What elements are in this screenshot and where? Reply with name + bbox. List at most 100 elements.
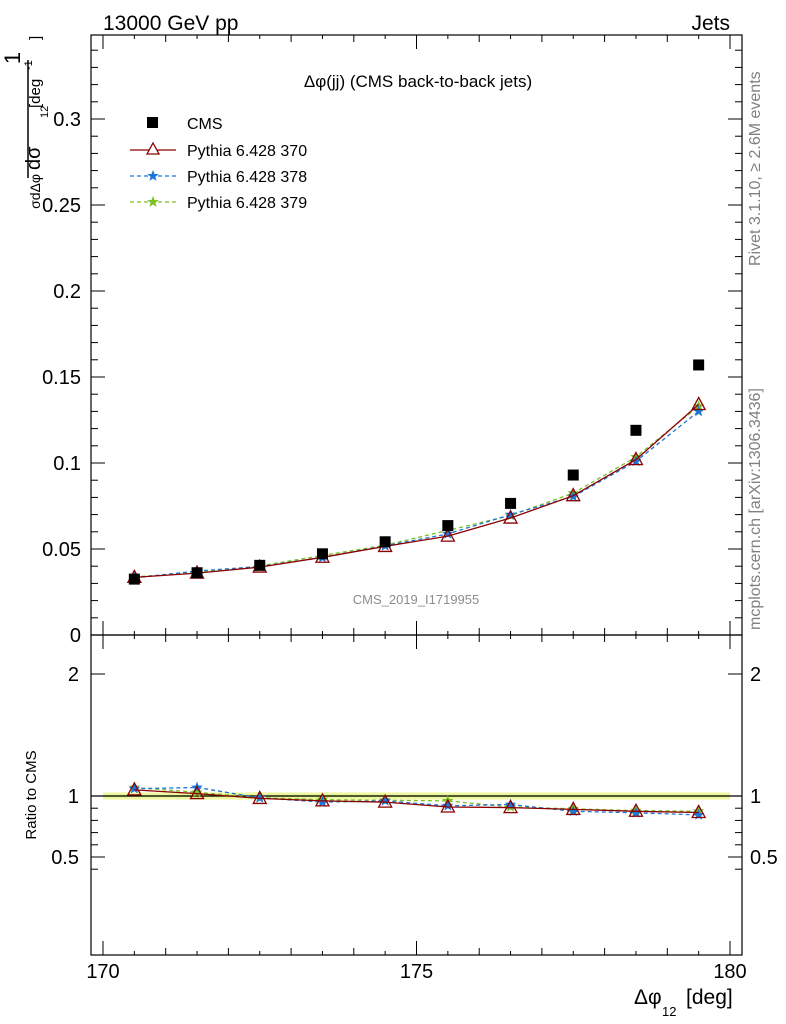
ratio-y-tick-label-right: 0.5: [750, 847, 778, 869]
legend-marker-370: [145, 141, 161, 155]
main-y-tick-label: 0.3: [53, 109, 81, 131]
ratio-y-tick-label-left: 1: [68, 786, 79, 808]
main-line-2: [134, 410, 700, 579]
main-axis-ticks: [91, 35, 742, 636]
ratio-point-2: [191, 786, 203, 798]
ratio-y-tick-label-right: 2: [750, 664, 761, 686]
main-point-1: [440, 527, 456, 542]
x-tick-label: 170: [86, 961, 119, 983]
ratio-point-0: [440, 798, 456, 813]
main-plot-title: Δφ(jj) (CMS back-to-back jets): [304, 72, 532, 91]
main-point-2: [630, 455, 642, 467]
main-point-0: [505, 497, 517, 509]
ratio-point-1: [128, 782, 141, 794]
ratio-y-axis-label: Ratio to CMS: [23, 750, 40, 839]
main-series-2: [128, 405, 705, 583]
main-point-1: [628, 451, 644, 466]
ratio-point-1: [442, 799, 454, 811]
ratio-point-0: [502, 799, 519, 814]
legend-marker-379: [147, 196, 159, 207]
analysis-watermark: CMS_2019_I1719955: [353, 592, 480, 607]
ratio-series-0: [126, 781, 707, 819]
main-y-tick-label: 0.05: [42, 539, 81, 561]
x-label-dphi: Δφ: [634, 986, 662, 1009]
y-label-unit: [deg: [27, 79, 44, 108]
legend-label-379: Pythia 6.428 379: [187, 195, 307, 212]
y-label-unit-close: ]: [27, 36, 44, 40]
ratio-point-1: [567, 805, 579, 817]
ratio-point-0: [314, 792, 331, 807]
ratio-series-layer: [126, 781, 707, 820]
ratio-axis-ticks: [91, 635, 742, 955]
ratio-line-0: [134, 789, 699, 814]
main-point-1: [502, 509, 519, 524]
main-y-tick-label: 0.1: [53, 453, 81, 475]
x-tick-labels: 170 175 180: [86, 961, 746, 983]
main-point-0: [693, 359, 705, 371]
ratio-point-0: [377, 793, 393, 808]
legend-star-shape: [147, 170, 159, 181]
main-y-tick-label: 0.15: [42, 367, 81, 389]
main-point-0: [630, 424, 642, 436]
x-label-subscript: 12: [662, 1004, 676, 1019]
y-label-unit-exp: -1: [23, 60, 35, 70]
main-point-0: [316, 548, 328, 560]
ratio-point-1: [504, 798, 517, 810]
legend-marker-378: [147, 170, 159, 181]
ratio-point-0: [628, 802, 644, 817]
ratio-point-0: [126, 781, 142, 796]
y-label-subscript: 12: [39, 106, 51, 118]
x-label-unit: [deg]: [686, 986, 733, 1009]
ratio-y-tick-label-left: 0.5: [51, 847, 79, 869]
main-series-0: [128, 359, 705, 585]
y-label-dsigma: dσ: [23, 146, 45, 170]
mcplots-reference-label: mcplots.cern.ch [arXiv:1306.3436]: [747, 388, 764, 630]
main-point-1: [565, 487, 581, 502]
ratio-y-tick-label-left: 2: [68, 664, 79, 686]
x-tick-label: 175: [400, 961, 433, 983]
main-point-2: [442, 527, 454, 539]
x-axis-label: Δφ 12 [deg]: [634, 986, 733, 1019]
main-y-tick-label: 0: [70, 625, 81, 647]
ratio-point-0: [565, 801, 581, 816]
main-point-0: [442, 520, 454, 532]
y-label-one: 1: [0, 52, 25, 64]
ratio-point-1: [379, 794, 391, 806]
ratio-y-tick-labels: 0.5 0.5 1 1 2 2: [51, 664, 778, 869]
main-y-tick-label: 0.25: [42, 195, 81, 217]
x-tick-label: 180: [713, 961, 746, 983]
main-line-3: [134, 405, 700, 578]
legend-label-370: Pythia 6.428 370: [187, 143, 307, 160]
main-y-axis-label: 1 dσ [deg σdΔφ -1 ] 12: [0, 36, 51, 209]
main-y-tick-labels: 0 0.05 0.1 0.15 0.2 0.25 0.3: [42, 109, 81, 647]
rivet-version-label: Rivet 3.1.10, ≥ 2.6M events: [747, 71, 764, 266]
main-point-0: [567, 469, 579, 481]
y-label-denominator: σdΔφ: [27, 174, 43, 209]
main-series-3: [128, 400, 705, 582]
ratio-point-0: [691, 804, 707, 819]
ratio-point-0: [252, 790, 268, 805]
main-point-0: [191, 567, 203, 579]
ratio-point-1: [254, 791, 266, 803]
ratio-point-1: [630, 806, 642, 818]
main-point-0: [379, 536, 391, 548]
main-series-layer: [126, 359, 707, 585]
header-right-label: Jets: [691, 12, 730, 35]
legend-marker-cms: [147, 117, 158, 128]
main-series-1: [126, 396, 707, 584]
ratio-line-1: [134, 786, 699, 816]
ratio-y-tick-label-right: 1: [750, 786, 761, 808]
header-left-label: 13000 GeV pp: [103, 12, 238, 35]
legend-star-shape: [147, 196, 159, 207]
legend-label-cms: CMS: [187, 116, 223, 133]
main-point-0: [128, 573, 140, 585]
legend: CMS Pythia 6.428 370 Pythia 6.428 378 Py…: [130, 116, 307, 212]
main-y-tick-label: 0.2: [53, 281, 81, 303]
ratio-point-0: [189, 785, 205, 800]
ratio-point-1: [692, 808, 705, 820]
main-point-0: [254, 559, 266, 571]
legend-label-378: Pythia 6.428 378: [187, 169, 307, 186]
main-point-2: [504, 508, 517, 520]
main-line-1: [134, 404, 700, 579]
